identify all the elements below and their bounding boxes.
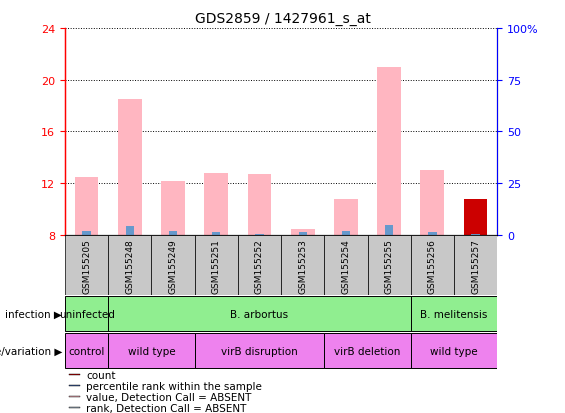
Bar: [212, 233, 220, 235]
Bar: [324, 334, 411, 368]
Bar: [108, 334, 194, 368]
Bar: [238, 235, 281, 295]
Bar: [367, 235, 411, 295]
Text: GSM155248: GSM155248: [125, 238, 134, 293]
Bar: [194, 334, 324, 368]
Bar: [69, 374, 80, 375]
Text: rank, Detection Call = ABSENT: rank, Detection Call = ABSENT: [86, 403, 246, 413]
Bar: [411, 297, 497, 331]
Bar: [298, 233, 307, 235]
Text: uninfected: uninfected: [59, 309, 115, 319]
Bar: [65, 334, 108, 368]
Text: GSM155205: GSM155205: [82, 238, 91, 293]
Bar: [255, 234, 264, 235]
Text: GSM155254: GSM155254: [341, 238, 350, 293]
Bar: [125, 226, 134, 235]
Text: GDS2859 / 1427961_s_at: GDS2859 / 1427961_s_at: [194, 12, 371, 26]
Bar: [324, 235, 368, 295]
Text: B. arbortus: B. arbortus: [231, 309, 289, 319]
Bar: [65, 297, 108, 331]
Text: GSM155251: GSM155251: [212, 238, 221, 293]
Bar: [281, 235, 324, 295]
Bar: [454, 235, 497, 295]
Text: GSM155257: GSM155257: [471, 238, 480, 293]
Bar: [342, 232, 350, 235]
Text: GSM155253: GSM155253: [298, 238, 307, 293]
Text: wild type: wild type: [128, 346, 175, 356]
Text: GSM155249: GSM155249: [168, 238, 177, 293]
Bar: [151, 235, 194, 295]
Bar: [291, 229, 315, 235]
Text: B. melitensis: B. melitensis: [420, 309, 488, 319]
Text: GSM155256: GSM155256: [428, 238, 437, 293]
Bar: [82, 232, 91, 235]
Bar: [69, 385, 80, 386]
Bar: [108, 235, 151, 295]
Bar: [169, 232, 177, 235]
Text: GSM155252: GSM155252: [255, 238, 264, 293]
Text: virB deletion: virB deletion: [334, 346, 401, 356]
Bar: [118, 100, 142, 235]
Bar: [428, 233, 437, 235]
Text: count: count: [86, 370, 116, 380]
Bar: [108, 297, 411, 331]
Bar: [69, 396, 80, 397]
Text: infection ▶: infection ▶: [5, 309, 62, 319]
Bar: [205, 173, 228, 235]
Text: GSM155255: GSM155255: [385, 238, 394, 293]
Bar: [471, 234, 480, 235]
Bar: [75, 177, 98, 235]
Bar: [377, 68, 401, 235]
Text: wild type: wild type: [430, 346, 478, 356]
Text: virB disruption: virB disruption: [221, 346, 298, 356]
Text: percentile rank within the sample: percentile rank within the sample: [86, 381, 262, 391]
Bar: [385, 225, 393, 235]
Bar: [411, 235, 454, 295]
Bar: [161, 181, 185, 235]
Text: value, Detection Call = ABSENT: value, Detection Call = ABSENT: [86, 392, 251, 402]
Bar: [464, 199, 488, 235]
Bar: [69, 406, 80, 408]
Bar: [420, 171, 444, 235]
Bar: [411, 334, 497, 368]
Bar: [65, 235, 108, 295]
Text: control: control: [68, 346, 105, 356]
Bar: [194, 235, 238, 295]
Text: genotype/variation ▶: genotype/variation ▶: [0, 346, 62, 356]
Bar: [334, 199, 358, 235]
Bar: [247, 175, 271, 235]
